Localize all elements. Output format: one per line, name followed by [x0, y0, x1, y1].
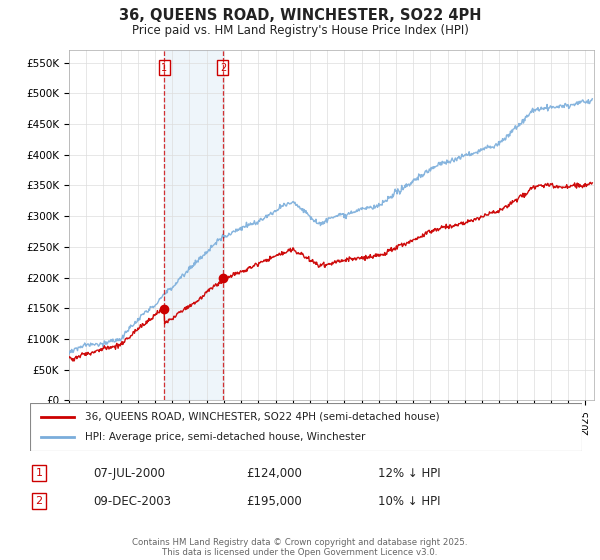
Text: HPI: Average price, semi-detached house, Winchester: HPI: Average price, semi-detached house,…: [85, 432, 365, 442]
Text: 1: 1: [161, 63, 167, 73]
Bar: [164, 50, 223, 400]
Text: 12% ↓ HPI: 12% ↓ HPI: [378, 466, 440, 480]
FancyBboxPatch shape: [30, 403, 582, 451]
Text: 36, QUEENS ROAD, WINCHESTER, SO22 4PH: 36, QUEENS ROAD, WINCHESTER, SO22 4PH: [119, 8, 481, 24]
Text: 1: 1: [35, 468, 43, 478]
Text: 2: 2: [35, 496, 43, 506]
Text: 36, QUEENS ROAD, WINCHESTER, SO22 4PH (semi-detached house): 36, QUEENS ROAD, WINCHESTER, SO22 4PH (s…: [85, 412, 440, 422]
Text: 07-JUL-2000: 07-JUL-2000: [93, 466, 165, 480]
Text: 09-DEC-2003: 09-DEC-2003: [93, 494, 171, 508]
Text: £124,000: £124,000: [246, 466, 302, 480]
Text: Contains HM Land Registry data © Crown copyright and database right 2025.
This d: Contains HM Land Registry data © Crown c…: [132, 538, 468, 557]
Text: 2: 2: [220, 63, 226, 73]
Text: 10% ↓ HPI: 10% ↓ HPI: [378, 494, 440, 508]
Text: £195,000: £195,000: [246, 494, 302, 508]
Text: Price paid vs. HM Land Registry's House Price Index (HPI): Price paid vs. HM Land Registry's House …: [131, 24, 469, 36]
